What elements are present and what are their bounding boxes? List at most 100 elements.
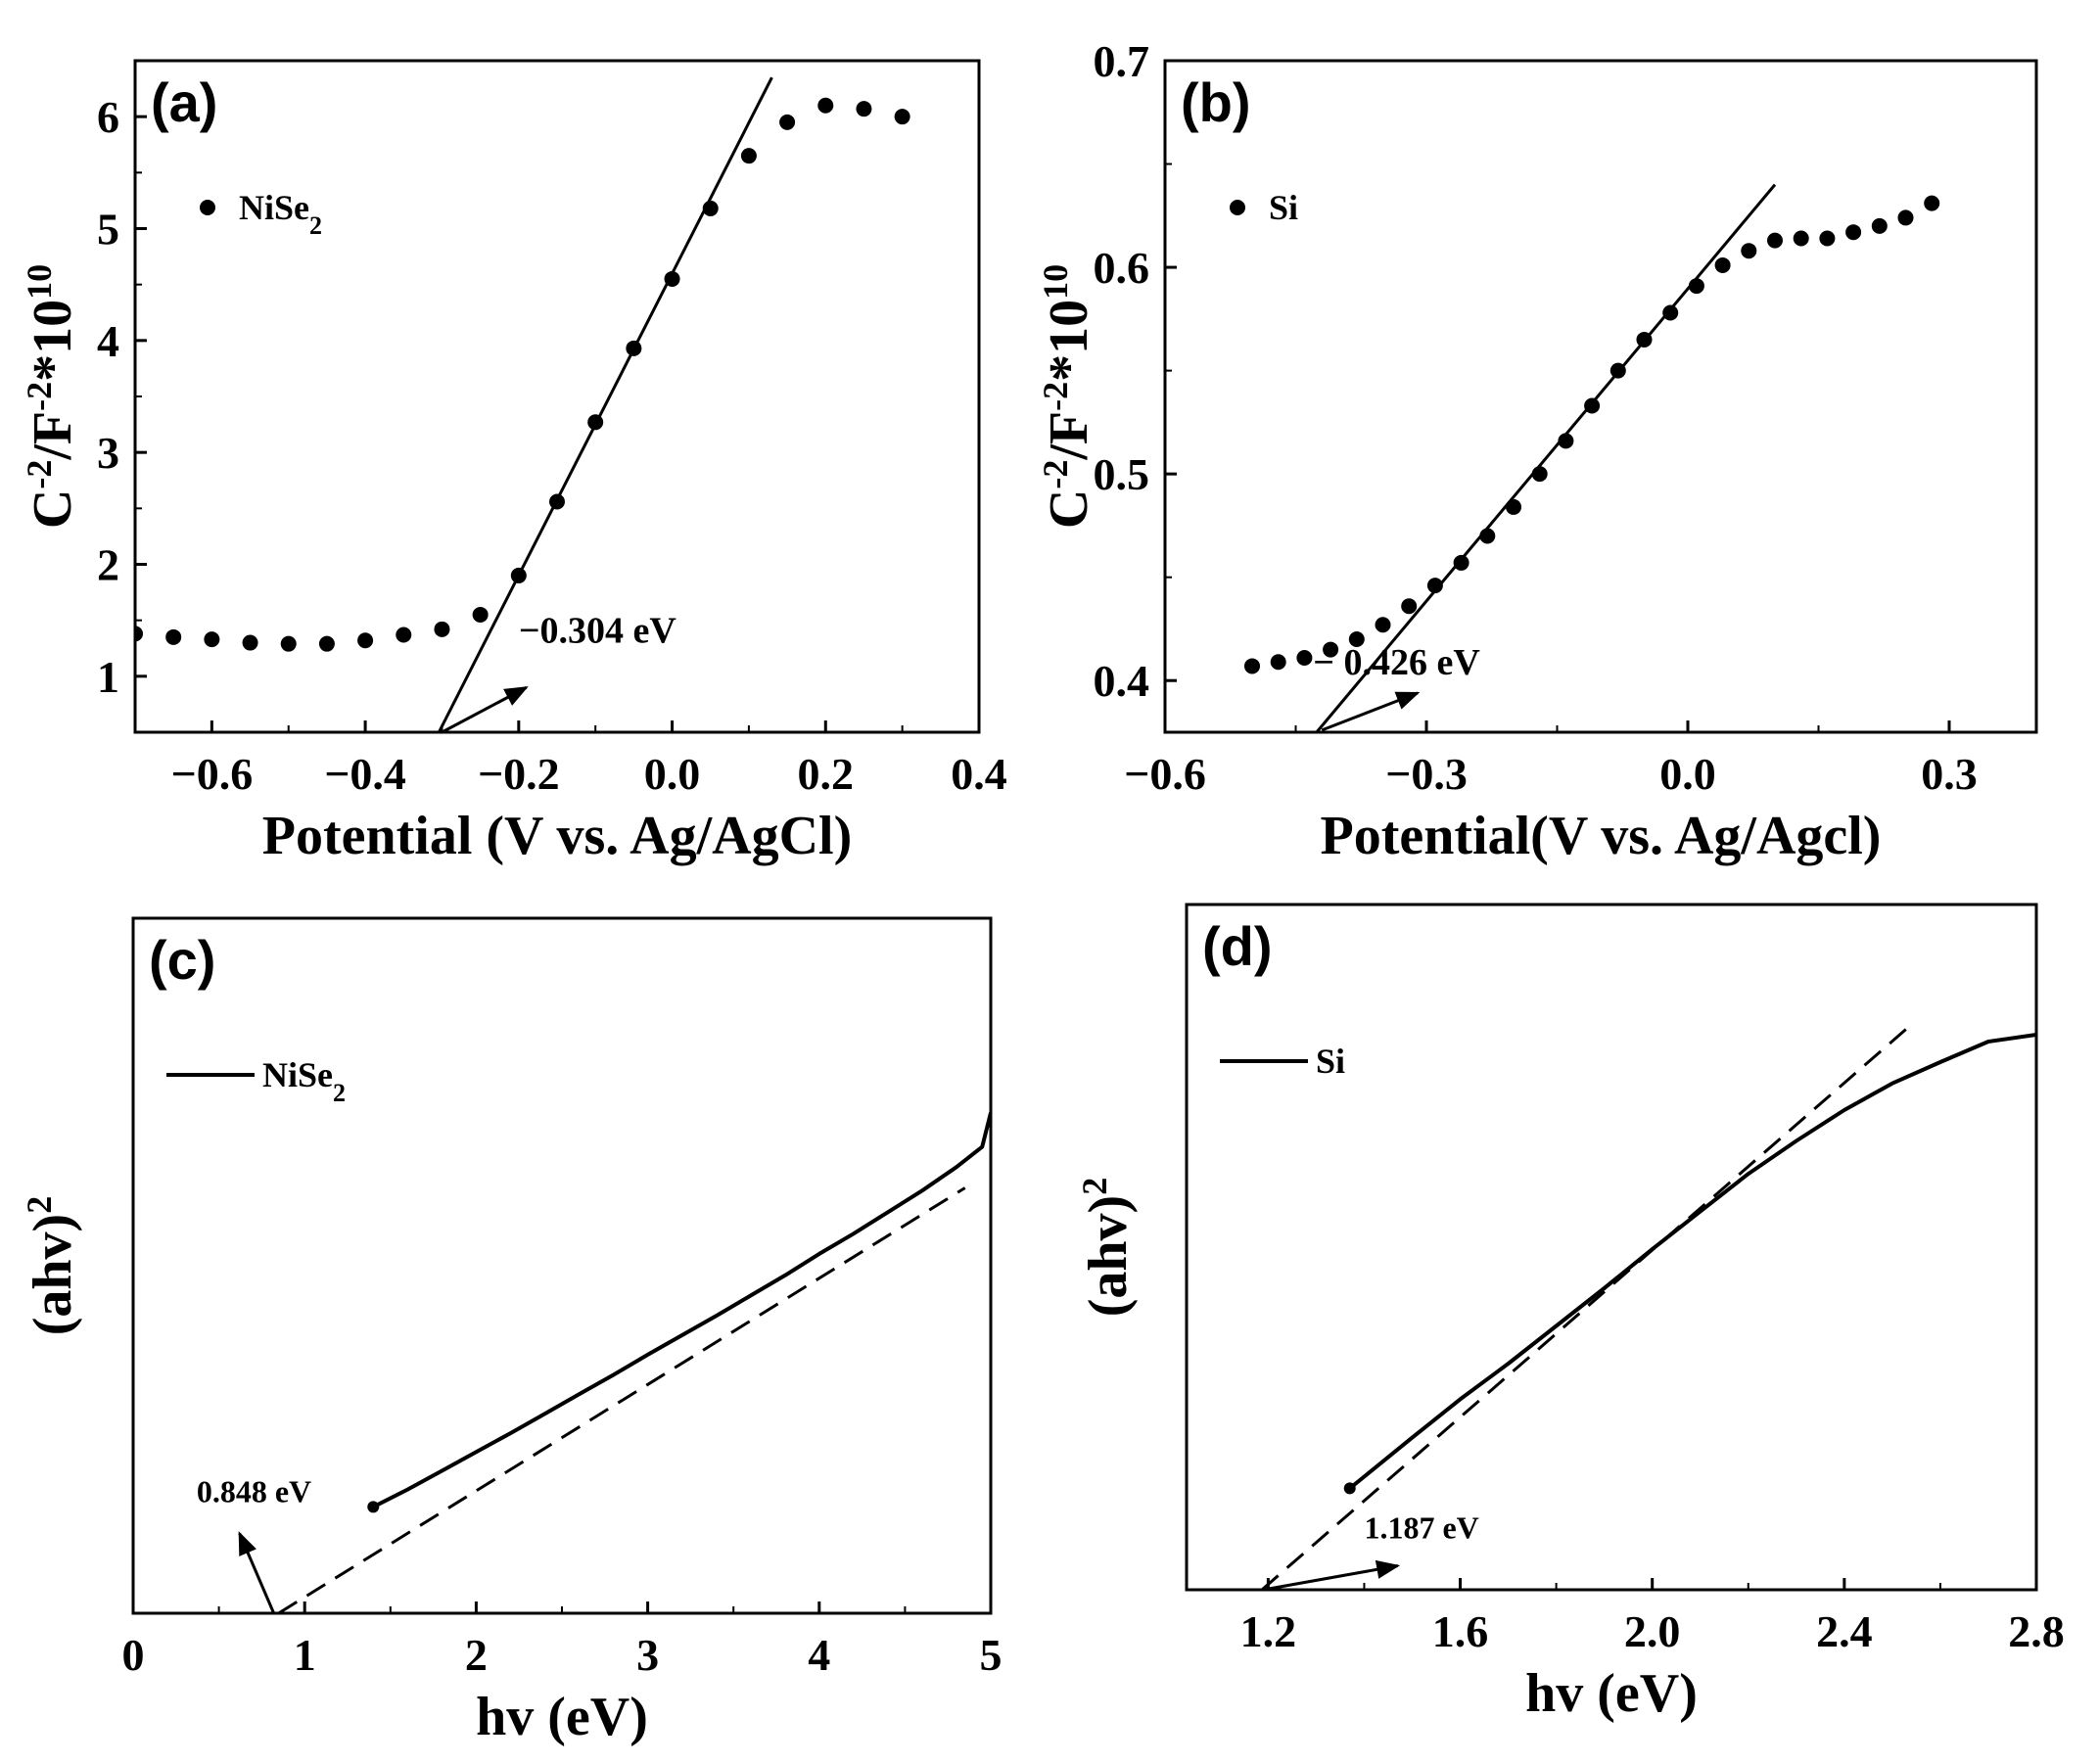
- x-tick-label: 1.2: [1240, 1606, 1297, 1656]
- data-point: [1296, 650, 1313, 667]
- data-point: [434, 621, 450, 637]
- data-point: [1871, 217, 1888, 234]
- y-tick-label: 5: [97, 205, 119, 255]
- data-point: [549, 493, 565, 510]
- x-tick-label: 0.3: [1921, 749, 1978, 799]
- data-point: [1506, 498, 1521, 515]
- data-point: [510, 567, 527, 583]
- y-axis-title-base: (ahv): [1078, 1195, 1139, 1317]
- y-tick-label: 3: [97, 428, 119, 478]
- data-point: [1819, 230, 1836, 247]
- x-axis-title: hv (eV): [1525, 1663, 1698, 1724]
- x-axis-title: Potential (V vs. Ag/AgCl): [262, 806, 853, 866]
- fit-line: [437, 76, 773, 732]
- legend: Si: [1220, 1042, 1345, 1081]
- data-point: [1426, 578, 1443, 594]
- legend-label-main: Si: [1269, 188, 1298, 227]
- x-tick-label: 0.0: [644, 749, 701, 799]
- y-axis-title-exp1: -2: [20, 460, 59, 489]
- data-point: [1558, 433, 1574, 449]
- data-point: [894, 109, 910, 125]
- fit-line: [1261, 1023, 1913, 1590]
- data-point: [1584, 397, 1601, 414]
- data-point: [1348, 631, 1365, 648]
- legend-label-sub: 2: [309, 211, 322, 240]
- x-tick-label: 1: [294, 1630, 316, 1680]
- x-axis-title: Potential(V vs. Ag/Agcl): [1321, 806, 1882, 866]
- x-tick-label: −0.3: [1385, 749, 1468, 799]
- data-point: [1244, 658, 1260, 674]
- data-point: [1479, 528, 1496, 544]
- y-axis-title: C-2/F-2*1010: [20, 264, 83, 529]
- legend-marker: [200, 200, 215, 215]
- data-area: [1244, 183, 1940, 732]
- data-point: [1793, 230, 1809, 247]
- y-axis-title-mid: /F: [1039, 411, 1099, 461]
- data-point: [472, 606, 489, 623]
- x-axis-title: hv (eV): [476, 1687, 648, 1747]
- data-point: [396, 627, 412, 643]
- series-start-dot: [367, 1501, 380, 1513]
- panel-a: −0.6 −0.4 −0.2 0.0 0.2 0.4 1 2 3 4 5 6 Potential (V …: [20, 59, 1007, 866]
- legend-label: NiSe2: [239, 188, 322, 240]
- y-tick-label: 0.5: [1094, 449, 1150, 499]
- legend-label-sub: 2: [333, 1079, 346, 1107]
- y-axis-title-exp1: 2: [1075, 1178, 1114, 1195]
- legend: NiSe2: [166, 1055, 346, 1107]
- data-point: [135, 626, 143, 642]
- legend-label: Si: [1316, 1042, 1345, 1081]
- x-tick-label: 3: [636, 1630, 659, 1680]
- legend-label: NiSe2: [262, 1055, 346, 1107]
- panel-label: (a): [151, 71, 217, 133]
- y-axis-title-exp3: 10: [1036, 264, 1075, 300]
- y-axis-title-tail: *10: [1039, 300, 1099, 382]
- data-point: [1270, 654, 1286, 671]
- data-point: [1662, 304, 1679, 321]
- x-tick-label: −0.2: [478, 749, 560, 799]
- y-axis-title: C-2/F-2*1010: [1036, 264, 1099, 529]
- panel-label: (c): [149, 929, 215, 991]
- annotation-arrow: [441, 685, 529, 734]
- data-point: [1741, 243, 1757, 259]
- annotation-arrow: [1321, 691, 1421, 732]
- data-point: [1401, 598, 1418, 615]
- data-point: [702, 200, 719, 216]
- data-area: [135, 76, 910, 732]
- plot-frame: [1185, 903, 2038, 1592]
- data-point: [817, 97, 834, 114]
- data-point: [1714, 256, 1731, 273]
- data-point: [1924, 195, 1940, 211]
- series-start-dot: [1343, 1482, 1356, 1495]
- x-tick-label: 2.8: [2008, 1606, 2065, 1656]
- y-axis-title-exp2: -2: [20, 382, 59, 411]
- y-tick-label: 2: [97, 540, 119, 590]
- x-tick-label: 1.6: [1432, 1606, 1489, 1656]
- series-line: [372, 1112, 991, 1509]
- panel-b: −0.6 −0.3 0.0 0.3 0.4 0.5 0.6 0.7 Potential(V vs…: [1036, 36, 2038, 866]
- y-axis-title-exp1: -2: [1036, 460, 1075, 489]
- data-point: [165, 628, 182, 645]
- y-axis-title-tail: *10: [23, 300, 83, 382]
- y-axis-title-base: C: [1039, 489, 1099, 529]
- x-tick-label: 2.4: [1816, 1606, 1873, 1656]
- data-point: [664, 270, 680, 287]
- y-axis-title-exp1: 2: [20, 1196, 59, 1214]
- y-axis-title-mid: /F: [23, 411, 83, 461]
- panel-label: (b): [1181, 71, 1251, 133]
- legend: NiSe2: [200, 188, 322, 240]
- series-line: [1348, 1033, 2036, 1490]
- y-tick-label: 0.4: [1094, 656, 1150, 706]
- legend-label: Si: [1269, 188, 1298, 227]
- y-axis-title-exp2: -2: [1036, 382, 1075, 411]
- annotation-arrow: [1263, 1559, 1401, 1592]
- data-point: [740, 148, 757, 164]
- data-point: [204, 631, 220, 648]
- y-tick-label: 0.7: [1094, 36, 1150, 86]
- y-tick-label: 1: [97, 652, 119, 702]
- fit-line: [277, 1186, 966, 1613]
- x-tick-label: 0.4: [951, 749, 1007, 799]
- data-area: [277, 1112, 991, 1613]
- data-point: [1636, 331, 1653, 348]
- data-point: [280, 635, 297, 652]
